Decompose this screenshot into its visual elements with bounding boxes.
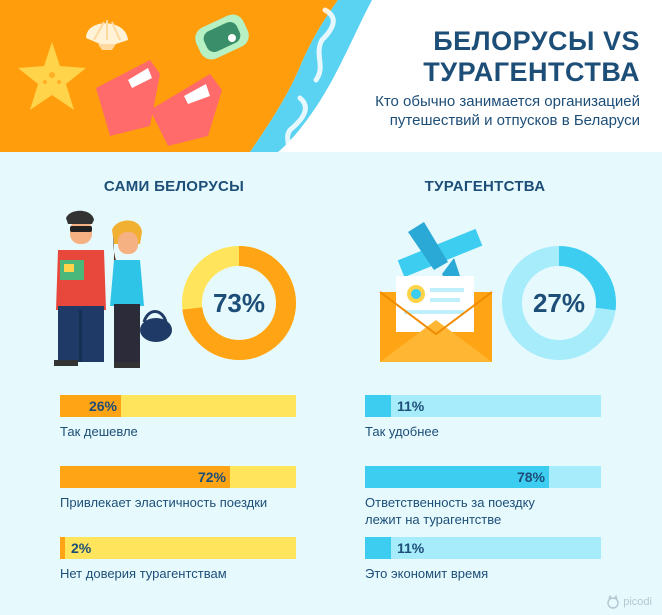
donut-arc — [182, 246, 296, 360]
diving-mask-icon — [195, 14, 249, 60]
bar-fill — [365, 395, 391, 417]
bar-category-label: Ответственность за поездку лежит на тура… — [365, 494, 535, 528]
bar-track: 2% — [60, 537, 296, 559]
bar-category-line: Это экономит время — [365, 566, 489, 581]
bar-category-line: Ответственность за поездку — [365, 495, 535, 510]
title-line-1: БЕЛОРУСЫ VS — [433, 26, 640, 56]
bar-value-label: 11% — [397, 398, 425, 414]
title-line-2: ТУРАГЕНТСТВА — [423, 57, 640, 87]
bar-fill — [365, 537, 391, 559]
donut-value-label: 27% — [533, 288, 585, 318]
donut-arc — [502, 246, 616, 360]
donut-belarusians: 73% — [182, 246, 296, 360]
bar-category-label: Так удобнее — [365, 423, 439, 440]
bar-category-label: Привлекает эластичность поездки — [60, 495, 268, 510]
beach-illustration — [0, 0, 372, 152]
bar-category-line: лежит на турагентстве — [365, 512, 502, 527]
bar-track: 11% — [365, 537, 601, 559]
header-banner: БЕЛОРУСЫ VS ТУРАГЕНТСТВА Кто обычно зани… — [0, 0, 662, 152]
donut-value-label: 73% — [213, 288, 265, 318]
page-title: БЕЛОРУСЫ VS ТУРАГЕНТСТВА — [423, 26, 640, 88]
page-subtitle: Кто обычно занимается организацией путеш… — [375, 92, 640, 130]
bar-value-label: 26% — [88, 398, 117, 414]
envelope-plane-illustration — [379, 222, 493, 362]
starfish-icon — [18, 42, 86, 110]
bar-category-label: Так дешевле — [60, 424, 138, 439]
column-heading-agencies: ТУРАГЕНТСТВА — [424, 178, 546, 195]
bar-track: 11% — [365, 395, 601, 417]
bar-category-label: Нет доверия турагентствам — [60, 566, 227, 581]
bar-value-label: 11% — [397, 540, 425, 556]
bar-value-label: 78% — [516, 469, 545, 485]
donut-agencies: 27% — [502, 246, 616, 360]
bar-category-label: Это экономит время — [365, 565, 488, 582]
bar-fill — [60, 537, 65, 559]
subtitle-line-1: Кто обычно занимается организацией — [375, 93, 640, 110]
bar-track: 26% — [60, 395, 296, 417]
flippers-icon — [96, 60, 222, 146]
picodi-logo: picodi — [606, 595, 652, 609]
bar-track: 78% — [365, 466, 601, 488]
subtitle-line-2: путешествий и отпусков в Беларуси — [389, 112, 640, 129]
bar-fill — [60, 395, 121, 417]
logo-text: picodi — [623, 596, 652, 608]
bar-value-label: 72% — [197, 469, 226, 485]
travelers-illustration — [54, 210, 172, 368]
bar-fill — [365, 466, 549, 488]
column-heading-belarusians: САМИ БЕЛОРУСЫ — [103, 178, 245, 195]
bar-track: 72% — [60, 466, 296, 488]
bar-value-label: 2% — [71, 540, 92, 556]
bar-category-line: Так удобнее — [365, 424, 439, 439]
seashell-icon — [86, 20, 128, 50]
picodi-cat-icon — [607, 595, 619, 609]
bar-fill — [60, 466, 230, 488]
